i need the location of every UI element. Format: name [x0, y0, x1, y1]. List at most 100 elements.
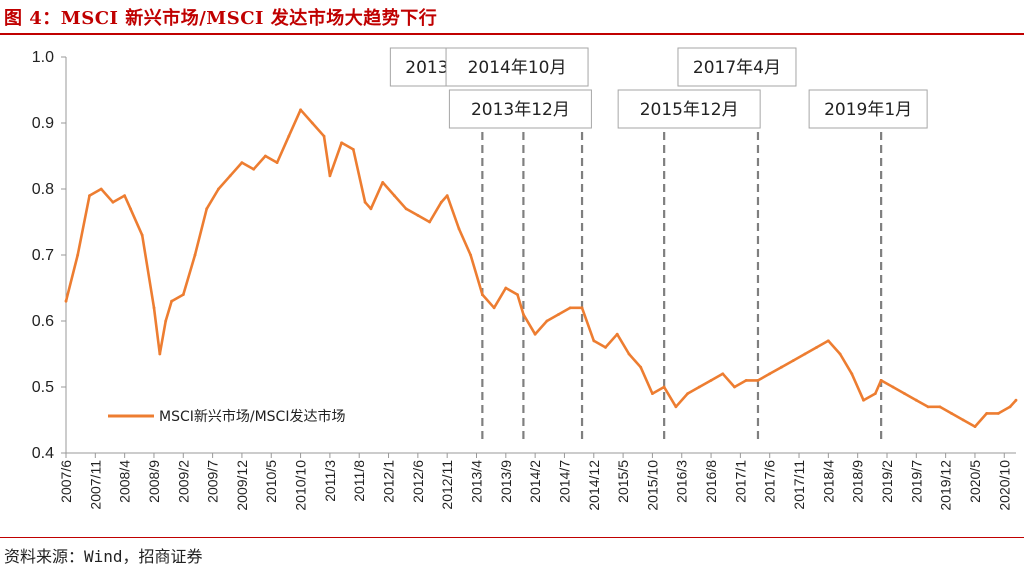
series-point — [850, 372, 854, 376]
x-tick-label: 2017/11 — [791, 460, 807, 510]
x-tick-label: 2014/7 — [556, 460, 572, 503]
series-point — [803, 352, 807, 356]
x-tick-label: 2017/1 — [732, 460, 748, 503]
series-point — [428, 220, 431, 224]
x-tick-label: 2014/12 — [586, 460, 602, 511]
x-tick-label: 2007/11 — [87, 460, 103, 510]
series-layer — [64, 108, 1018, 428]
series-point — [651, 392, 654, 395]
series-point — [164, 319, 168, 323]
series-point — [152, 306, 156, 310]
source-note: 资料来源：Wind，招商证券 — [4, 547, 203, 566]
series-point — [123, 194, 126, 198]
annotation-label: 2013年12月 — [471, 100, 570, 120]
x-tick-label: 2007/6 — [58, 460, 74, 503]
series-point — [926, 405, 930, 409]
x-tick-label: 2020/10 — [996, 460, 1012, 511]
series-point — [674, 405, 678, 409]
series-point — [961, 418, 965, 422]
series-point — [1008, 405, 1012, 409]
series-point — [310, 121, 314, 125]
x-tick-label: 2013/4 — [468, 460, 484, 503]
annotation-box — [677, 47, 797, 87]
x-tick-label: 2019/2 — [879, 460, 895, 503]
series-point — [973, 425, 977, 428]
series-point — [697, 385, 701, 389]
x-tick-label: 2016/3 — [674, 460, 690, 503]
source-rule — [0, 537, 1024, 538]
series-point — [826, 339, 830, 343]
series-point — [709, 379, 713, 382]
series-point — [686, 392, 689, 395]
series-point — [492, 306, 496, 310]
series-point — [938, 405, 942, 409]
series-point — [950, 412, 953, 415]
x-tick-label: 2018/9 — [850, 460, 866, 503]
annotation-label: 2017年4月 — [693, 58, 781, 78]
x-tick-label: 2009/12 — [234, 460, 250, 511]
series-point — [264, 154, 267, 158]
series-point — [914, 398, 918, 402]
series-point — [744, 379, 748, 382]
series-point — [516, 293, 519, 296]
x-tick-label: 2012/11 — [439, 460, 455, 510]
x-tick-label: 2012/6 — [410, 460, 426, 503]
series-point — [1014, 398, 1018, 402]
series-point — [228, 174, 232, 178]
event-marker-lines — [481, 132, 883, 441]
series-point — [170, 299, 174, 303]
series-point — [416, 214, 420, 217]
series-point — [369, 207, 373, 211]
series-point — [381, 181, 385, 184]
series-point — [557, 313, 560, 316]
series-point — [592, 339, 596, 343]
title-rule — [0, 33, 1024, 35]
y-tick-label: 0.5 — [32, 379, 54, 396]
annotation-box — [445, 47, 589, 87]
series-point — [457, 227, 461, 231]
annotation-box — [617, 89, 761, 129]
series-point — [340, 141, 343, 145]
ratio-line-chart: 0.4 0.5 0.6 0.7 0.8 0.9 1.0 2007/6 2007/11 2008/… — [32, 47, 1018, 511]
annotation-box — [448, 89, 592, 129]
series-point — [756, 379, 760, 382]
x-tick-label: 2014/2 — [527, 460, 543, 503]
y-tick-label: 0.7 — [32, 247, 54, 264]
series-point — [275, 161, 279, 165]
series-point — [445, 194, 449, 198]
series-point — [997, 412, 1000, 415]
series-point — [193, 253, 197, 257]
y-axis-tick-labels: 0.4 0.5 0.6 0.7 0.8 0.9 1.0 — [32, 49, 54, 462]
series-point — [873, 392, 877, 395]
series-point — [205, 207, 209, 211]
series-point — [240, 161, 244, 165]
chart-legend: MSCI新兴市场/MSCI发达市场 — [108, 408, 345, 425]
series-point — [88, 194, 91, 198]
annotation-box — [808, 89, 928, 129]
x-tick-label: 2020/5 — [967, 460, 983, 503]
y-tick-label: 0.9 — [32, 115, 54, 132]
series-point — [439, 200, 443, 204]
series-point — [287, 134, 291, 138]
series-point — [481, 293, 484, 296]
x-tick-label: 2017/6 — [762, 460, 778, 503]
series-point — [721, 372, 725, 376]
series-point — [862, 398, 865, 402]
series-point — [903, 392, 906, 395]
series-point — [791, 359, 795, 362]
figure-title: 图 4：MSCI 新兴市场/MSCI 发达市场大趋势下行 — [4, 8, 438, 29]
series-point — [404, 207, 408, 211]
x-tick-label: 2019/7 — [908, 460, 924, 503]
series-point — [111, 200, 115, 204]
event-annotation-boxes: 2013年5月2013年12月2014年10月2015年12月2017年4月20… — [389, 47, 928, 129]
annotation-label: 2015年12月 — [640, 100, 739, 120]
x-tick-label: 2015/10 — [644, 460, 660, 511]
series-point — [322, 134, 326, 138]
series-point — [252, 167, 256, 171]
series-point — [639, 365, 643, 369]
series-point — [76, 253, 80, 257]
series-point — [299, 108, 302, 112]
series-point — [580, 306, 584, 310]
series-point — [64, 299, 68, 303]
legend-label: MSCI新兴市场/MSCI发达市场 — [159, 408, 345, 425]
